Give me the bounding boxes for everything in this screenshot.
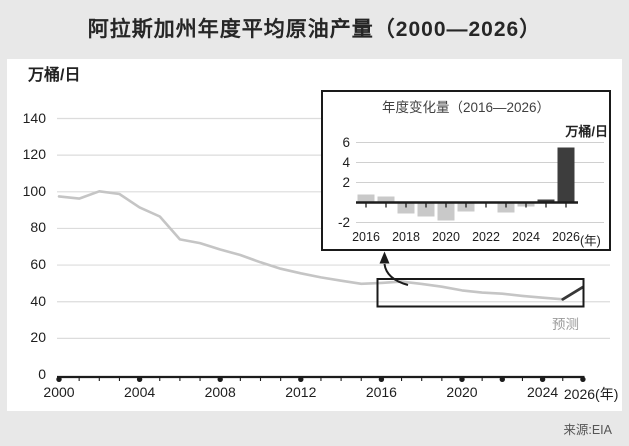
inset-x-tick-label: 2022 [472,230,500,244]
inset-y-tick-label: 6 [342,134,350,150]
x-tick-label: 2008 [204,384,236,400]
inset-x-tick-label: 2026 [552,230,580,244]
y-tick-label: 120 [22,146,46,163]
inset-x-tick-label: 2018 [392,230,420,244]
y-tick-label: 0 [38,366,46,382]
y-tick-label: 60 [30,256,46,273]
x-tick-label: 2004 [124,384,156,400]
y-axis-unit-label: 万桶/日 [28,67,81,84]
y-tick-label: 40 [30,292,46,309]
x-tick-label: 2026(年) [563,386,619,402]
y-tick-label: 80 [30,219,46,236]
y-tick-label: 20 [30,329,46,346]
x-tick-label: 2000 [43,384,75,400]
inset-chart-title: 年度变化量（2016—2026） [381,100,551,115]
inset-x-axis-unit: (年) [580,234,601,248]
y-tick-label: 100 [22,182,46,199]
inset-x-tick-label: 2024 [512,230,540,244]
x-tick-label: 2012 [285,384,317,400]
x-tick-label: 2016 [365,384,397,400]
inset-unit-label: 万桶/日 [565,124,608,139]
source-attribution: 来源:EIA [563,423,612,437]
chart-title: 阿拉斯加州年度平均原油产量（2000—2026） [87,18,542,41]
x-tick-label: 2024 [527,384,559,400]
x-tick-label: 2020 [446,384,478,400]
y-tick-label: 140 [22,109,46,126]
inset-x-tick-label: 2016 [352,230,380,244]
inset-y-tick-label: 4 [342,154,350,170]
forecast-annotation: 预测 [552,317,579,332]
inset-x-tick-label: 2020 [432,230,460,244]
inset-y-tick-label: 2 [342,174,350,190]
inset-y-tick-label: -2 [337,214,350,230]
